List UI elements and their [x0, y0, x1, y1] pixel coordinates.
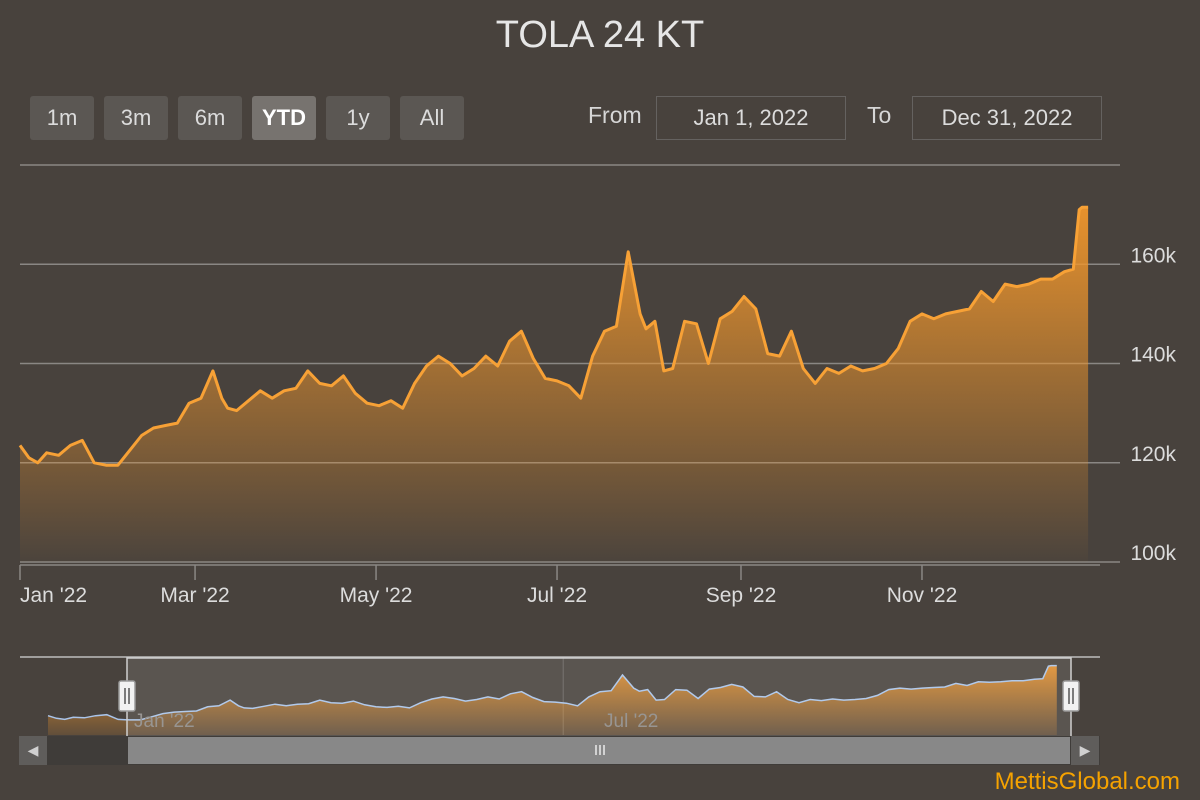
scroll-right-button[interactable]: ▶: [1071, 736, 1099, 765]
navigator-left-handle[interactable]: [118, 680, 136, 712]
scrollbar-thumb[interactable]: [128, 737, 1070, 764]
y-tick-label: 120k: [1130, 443, 1176, 466]
y-tick-label: 160k: [1130, 244, 1176, 267]
to-label: To: [867, 102, 892, 128]
brand-watermark: MettisGlobal.com: [994, 768, 1180, 795]
series-area: [20, 207, 1089, 562]
navigator-selection-mask: [127, 658, 1071, 736]
handle-body[interactable]: [118, 680, 136, 712]
scroll-left-button[interactable]: ◀: [19, 736, 47, 765]
navigator-series-area: [48, 665, 1057, 735]
x-tick-label: Sep '22: [706, 584, 777, 607]
range-button-ytd[interactable]: YTD: [252, 96, 316, 140]
range-button-1y[interactable]: 1y: [326, 96, 390, 140]
y-tick-label: 140k: [1130, 344, 1176, 367]
navigator-tick-label: Jul '22: [604, 711, 658, 732]
handle-body[interactable]: [1062, 680, 1080, 712]
to-date-input[interactable]: Dec 31, 2022: [912, 96, 1102, 140]
y-tick-label: 100k: [1130, 542, 1176, 565]
series-line: [18, 205, 1089, 467]
range-button-6m[interactable]: 6m: [178, 96, 242, 140]
navigator-tick-label: Jan '22: [134, 711, 195, 732]
from-label: From: [588, 102, 642, 128]
x-tick-label: May '22: [340, 584, 413, 607]
x-tick-label: Jul '22: [527, 584, 587, 607]
range-button-3m[interactable]: 3m: [104, 96, 168, 140]
navigator-right-handle[interactable]: [1062, 680, 1080, 712]
chart-title: TOLA 24 KT: [495, 14, 705, 56]
range-button-all[interactable]: All: [400, 96, 464, 140]
x-tick-label: Nov '22: [887, 584, 958, 607]
x-tick-label: Jan '22: [20, 584, 87, 607]
range-button-1m[interactable]: 1m: [30, 96, 94, 140]
navigator-series-line: [47, 664, 1057, 721]
from-date-input[interactable]: Jan 1, 2022: [656, 96, 846, 140]
x-tick-label: Mar '22: [160, 584, 229, 607]
